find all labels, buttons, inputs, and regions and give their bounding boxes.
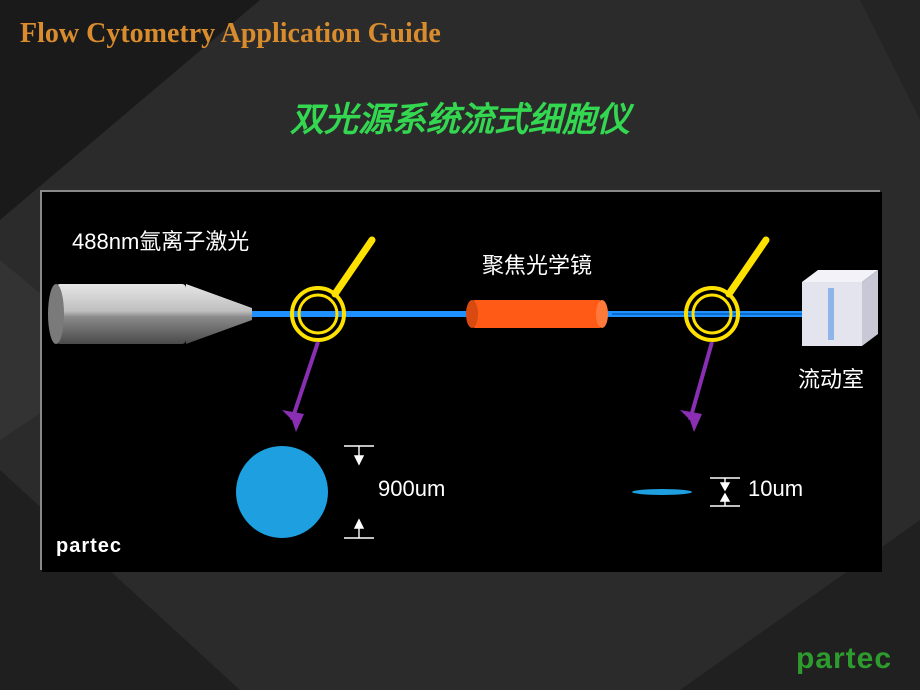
label-10um: 10um <box>748 476 803 502</box>
page-title: Flow Cytometry Application Guide <box>20 18 441 50</box>
label-laser: 488nm氩离子激光 <box>72 224 249 256</box>
brand-inside: partec <box>56 535 122 558</box>
label-focus-optics: 聚焦光学镜 <box>482 248 592 280</box>
label-flow-chamber: 流动室 <box>798 362 864 394</box>
flow-chamber <box>802 270 878 346</box>
label-900um: 900um <box>378 476 445 502</box>
brand-outside: partec <box>796 642 892 676</box>
beam-spot-large <box>236 446 328 538</box>
subtitle: 双光源系统流式细胞仪 <box>0 92 920 141</box>
beam-spot-small <box>632 489 692 495</box>
focus-lens <box>466 300 608 328</box>
optics-diagram: 488nm氩离子激光 聚焦光学镜 流动室 900um 10um partec <box>40 190 880 570</box>
